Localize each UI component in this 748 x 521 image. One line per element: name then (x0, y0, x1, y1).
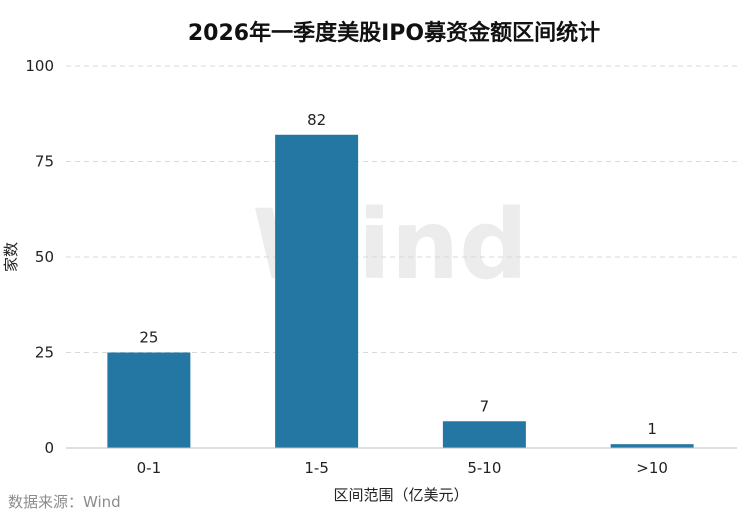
bar-5-10 (442, 421, 526, 448)
y-axis-title: 家数 (2, 242, 20, 272)
bar-1-5 (275, 134, 359, 448)
x-axis-ticks: 0-1 1-5 5-10 >10 (137, 459, 668, 477)
y-tick-label: 75 (35, 153, 54, 171)
data-label: 25 (139, 329, 158, 347)
y-tick-label: 0 (44, 439, 54, 457)
data-label: 82 (307, 111, 326, 129)
x-tick-label: 1-5 (304, 459, 329, 477)
x-tick-label: 0-1 (137, 459, 162, 477)
x-tick-label: >10 (636, 459, 668, 477)
data-label: 7 (480, 397, 490, 415)
y-tick-label: 25 (35, 344, 54, 362)
y-tick-label: 50 (35, 248, 54, 266)
bar-series: 25 82 7 1 (107, 111, 694, 448)
bar-0-1 (107, 352, 191, 448)
data-label: 1 (647, 420, 657, 438)
x-tick-label: 5-10 (467, 459, 501, 477)
y-tick-label: 100 (25, 57, 54, 75)
chart-title: 2026年一季度美股IPO募资金额区间统计 (188, 20, 600, 46)
x-axis-title: 区间范围（亿美元） (333, 486, 468, 504)
y-axis-ticks: 0 25 50 75 100 (25, 57, 54, 457)
source-note: 数据来源：Wind (8, 493, 121, 511)
bar--10 (610, 444, 694, 448)
